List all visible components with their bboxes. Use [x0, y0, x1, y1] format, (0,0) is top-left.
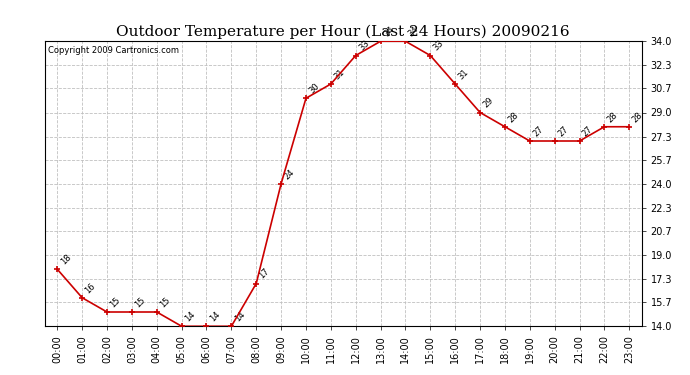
- Text: 14: 14: [233, 310, 246, 324]
- Text: 15: 15: [133, 296, 147, 309]
- Text: 14: 14: [208, 310, 221, 324]
- Text: 28: 28: [606, 110, 620, 124]
- Text: 30: 30: [307, 82, 322, 96]
- Text: 33: 33: [432, 39, 446, 53]
- Text: 34: 34: [407, 25, 421, 39]
- Title: Outdoor Temperature per Hour (Last 24 Hours) 20090216: Outdoor Temperature per Hour (Last 24 Ho…: [117, 24, 570, 39]
- Text: Copyright 2009 Cartronics.com: Copyright 2009 Cartronics.com: [48, 45, 179, 54]
- Text: 14: 14: [183, 310, 197, 324]
- Text: 29: 29: [482, 96, 495, 110]
- Text: 15: 15: [158, 296, 172, 309]
- Text: 28: 28: [506, 110, 520, 124]
- Text: 16: 16: [83, 281, 97, 295]
- Text: 33: 33: [357, 39, 371, 53]
- Text: 18: 18: [59, 253, 72, 267]
- Text: 15: 15: [108, 296, 122, 309]
- Text: 27: 27: [556, 124, 570, 138]
- Text: 17: 17: [257, 267, 271, 281]
- Text: 34: 34: [382, 25, 396, 39]
- Text: 27: 27: [581, 124, 595, 138]
- Text: 24: 24: [282, 167, 296, 181]
- Text: 31: 31: [332, 68, 346, 81]
- Text: 31: 31: [457, 68, 471, 81]
- Text: 27: 27: [531, 124, 545, 138]
- Text: 28: 28: [631, 110, 644, 124]
